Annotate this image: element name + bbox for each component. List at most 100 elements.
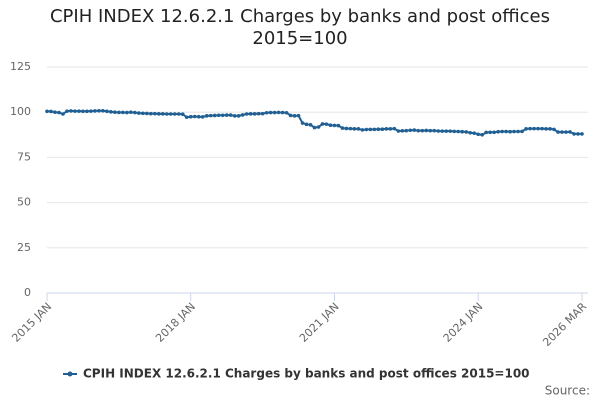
point <box>77 109 81 113</box>
legend-label: CPIH INDEX 12.6.2.1 Charges by banks and… <box>83 367 530 381</box>
point <box>248 112 253 116</box>
point <box>280 110 285 115</box>
point <box>192 114 197 119</box>
point <box>89 109 93 113</box>
point <box>500 129 504 134</box>
point <box>264 110 269 115</box>
point <box>552 127 556 132</box>
point <box>105 109 109 114</box>
point <box>444 129 449 133</box>
point <box>340 126 345 130</box>
point <box>344 126 349 131</box>
point <box>420 128 425 133</box>
point <box>436 129 441 133</box>
point <box>540 126 544 131</box>
source: Source: <box>545 384 590 398</box>
point <box>468 131 473 135</box>
point <box>244 112 249 116</box>
point <box>268 110 273 115</box>
point <box>316 125 321 129</box>
x-tick-label: 2026 MAR <box>540 300 589 349</box>
point <box>480 133 484 137</box>
point <box>125 110 129 115</box>
point <box>296 113 301 118</box>
point <box>464 130 469 134</box>
point <box>336 123 341 128</box>
point <box>360 128 365 132</box>
point <box>484 130 488 135</box>
point <box>101 108 105 113</box>
point <box>65 109 69 113</box>
point <box>252 112 257 116</box>
point <box>81 109 85 114</box>
point <box>320 122 325 126</box>
point <box>208 113 213 118</box>
point <box>272 110 277 115</box>
point <box>97 108 101 113</box>
point <box>380 127 385 131</box>
point <box>300 121 305 125</box>
point <box>256 111 261 116</box>
point <box>568 130 572 134</box>
point <box>332 123 337 128</box>
legend-marker <box>67 371 73 377</box>
point <box>308 123 313 127</box>
point <box>560 130 564 134</box>
point <box>137 111 141 115</box>
point <box>184 115 189 120</box>
point <box>216 113 221 118</box>
point <box>204 114 209 118</box>
point <box>93 109 97 113</box>
point <box>432 128 437 133</box>
point <box>512 129 516 134</box>
point <box>556 130 560 134</box>
point <box>400 129 405 133</box>
point <box>388 127 393 131</box>
y-tick-label: 75 <box>17 150 31 163</box>
point <box>324 122 329 126</box>
point <box>404 128 409 133</box>
point <box>376 127 381 131</box>
point <box>212 113 217 118</box>
point <box>572 132 576 136</box>
point <box>228 113 233 117</box>
point <box>69 109 73 113</box>
point <box>164 112 169 116</box>
point <box>532 126 536 131</box>
point <box>129 110 133 114</box>
point <box>141 111 145 116</box>
point <box>348 126 353 131</box>
point <box>232 114 237 118</box>
point <box>580 132 584 136</box>
point <box>57 110 61 115</box>
point <box>528 126 532 131</box>
point <box>520 129 524 134</box>
point <box>172 112 177 116</box>
point <box>396 129 401 133</box>
point <box>524 127 528 131</box>
point <box>152 111 157 116</box>
point <box>260 111 265 116</box>
point <box>492 130 496 135</box>
point <box>504 129 508 134</box>
point <box>236 114 241 118</box>
point <box>516 129 520 134</box>
point <box>53 110 57 114</box>
y-tick-label: 0 <box>24 286 31 299</box>
point <box>220 113 225 118</box>
point <box>408 128 413 133</box>
point <box>460 129 465 134</box>
point <box>488 130 492 135</box>
point <box>61 112 65 116</box>
point <box>224 113 229 117</box>
y-tick-label: 125 <box>10 60 31 73</box>
x-tick-label: 2024 JAN <box>441 300 486 345</box>
point <box>548 127 552 131</box>
point <box>384 127 389 131</box>
point <box>117 110 121 115</box>
x-tick-label: 2015 JAN <box>9 300 54 345</box>
point <box>276 110 281 115</box>
point <box>304 122 309 127</box>
point <box>440 129 445 133</box>
